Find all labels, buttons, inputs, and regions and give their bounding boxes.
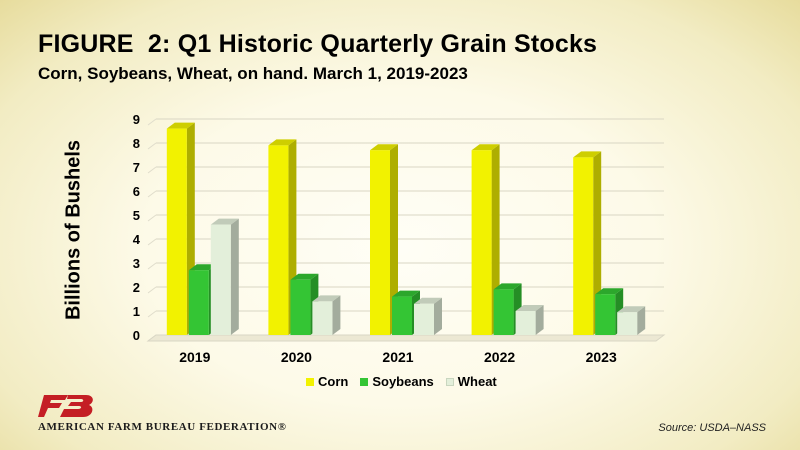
bar-front	[188, 270, 209, 335]
bar-side	[332, 295, 341, 335]
bar-wheat-2019	[210, 218, 239, 335]
chart-subtitle: Corn, Soybeans, Wheat, on hand. March 1,…	[38, 64, 468, 83]
bar-front	[471, 150, 492, 335]
x-tick-label: 2022	[484, 349, 515, 365]
x-tick-label: 2020	[281, 349, 312, 365]
bar-front	[392, 296, 412, 335]
source-note: Source: USDA–NASS	[658, 422, 766, 434]
bar-side	[390, 144, 398, 335]
gridline-depth	[147, 310, 157, 318]
y-tick-label: 2	[133, 280, 140, 295]
bar-top	[617, 306, 646, 313]
gridline-depth	[147, 262, 157, 270]
bar-top	[595, 288, 624, 295]
gridline-depth	[147, 166, 157, 174]
y-tick-label: 3	[133, 256, 140, 271]
y-tick-label: 6	[133, 184, 140, 199]
bar-side	[593, 151, 602, 335]
fb-logo-icon	[38, 395, 93, 417]
bar-front	[515, 311, 536, 335]
legend-swatch-soybeans	[360, 377, 369, 386]
legend: Corn Soybeans Wheat	[306, 374, 497, 389]
bar-front	[617, 312, 638, 335]
gridline-depth	[147, 142, 157, 150]
y-tick-label: 4	[133, 232, 141, 247]
bar-front	[268, 145, 289, 335]
bar-corn-2019	[166, 122, 195, 335]
bar-top	[515, 305, 544, 311]
gridline-depth	[147, 118, 157, 126]
bar-top	[392, 290, 420, 297]
legend-swatch-corn	[306, 377, 314, 386]
bar-corn-2021	[370, 144, 398, 335]
bar-side	[434, 297, 442, 335]
chart-title: FIGURE 2: Q1 Historic Quarterly Grain St…	[38, 30, 598, 58]
afbf-logo: AMERICAN FARM BUREAU FEDERATION®	[38, 393, 287, 433]
legend-label-wheat: Wheat	[457, 374, 497, 389]
bar-top	[210, 218, 239, 225]
y-tick-label: 7	[133, 160, 140, 175]
bar-top	[290, 273, 319, 280]
bar-front	[493, 289, 514, 335]
bar-top	[471, 144, 500, 151]
bar-front	[573, 157, 594, 335]
bar-front	[370, 150, 390, 335]
bar-side	[230, 218, 239, 335]
bar-top	[312, 295, 341, 302]
y-tick-label: 0	[133, 328, 140, 343]
bars	[166, 122, 646, 335]
bar-top	[188, 264, 217, 271]
x-axis-ticks: 2019 2020 2021 2022 2023	[179, 349, 617, 365]
bar-front	[595, 294, 616, 335]
bar-wheat-2023	[617, 306, 646, 335]
legend-item-wheat: Wheat	[445, 374, 497, 389]
y-axis-label: Billions of Bushels	[62, 139, 85, 321]
bar-corn-2023	[573, 151, 602, 335]
gridline-depth	[147, 214, 157, 222]
legend-swatch-wheat	[445, 377, 454, 386]
bar-side	[535, 305, 544, 335]
bar-top	[573, 151, 602, 158]
gridline-depth	[147, 238, 157, 246]
legend-item-corn: Corn	[306, 374, 348, 389]
x-tick-label: 2023	[586, 349, 617, 365]
bar-side	[637, 306, 646, 335]
organization-name: AMERICAN FARM BUREAU FEDERATION®	[38, 421, 287, 433]
bar-wheat-2020	[312, 295, 341, 335]
bar-front	[166, 128, 187, 335]
x-tick-label: 2021	[382, 349, 413, 365]
bar-top	[166, 122, 195, 129]
bar-top	[493, 283, 522, 290]
y-tick-label: 9	[133, 112, 140, 127]
bar-front	[414, 303, 434, 335]
bar-wheat-2022	[515, 305, 544, 335]
y-tick-label: 1	[133, 304, 140, 319]
legend-item-soybeans: Soybeans	[360, 374, 434, 389]
bar-top	[414, 297, 442, 304]
bar-wheat-2021	[414, 297, 442, 335]
y-axis-ticks: 0 1 2 3 4 5 6 7 8 9	[133, 112, 141, 343]
chart-floor	[146, 334, 666, 342]
gridline-depth	[147, 190, 157, 198]
bar-top	[370, 144, 398, 151]
bar-front	[312, 301, 333, 335]
bar-front	[210, 224, 231, 335]
bar-front	[290, 279, 311, 335]
bar-top	[268, 139, 297, 146]
legend-label-soybeans: Soybeans	[372, 374, 434, 389]
y-tick-label: 5	[133, 208, 140, 223]
gridline-depth	[147, 286, 157, 294]
legend-label-corn: Corn	[318, 374, 349, 389]
y-tick-label: 8	[133, 136, 140, 151]
x-tick-label: 2019	[179, 349, 210, 365]
